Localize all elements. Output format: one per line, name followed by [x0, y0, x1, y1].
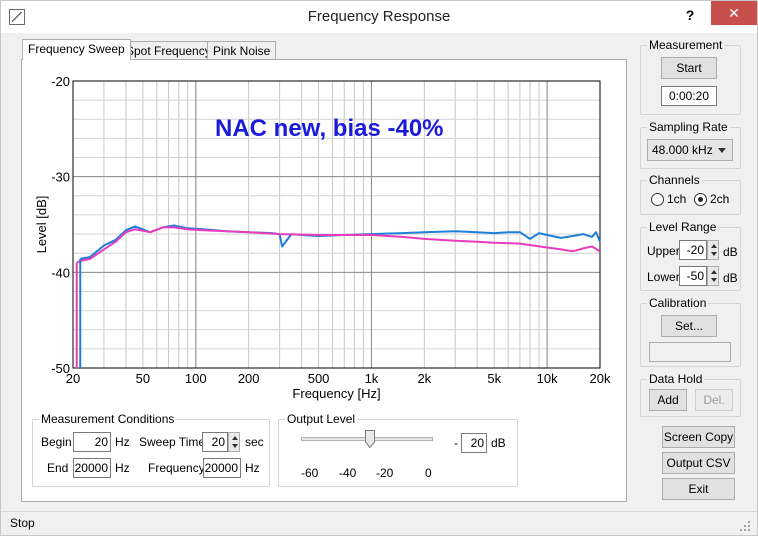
- elapsed-time-display: 0:00:20: [661, 86, 717, 106]
- x-tick-label: 200: [238, 371, 260, 386]
- plot-frame: [72, 80, 601, 369]
- y-tick-label: -20: [51, 74, 70, 89]
- frequency-response-chart: 20 50 100 200 500 1k 2k 5k 10k 20k -20 -30 -40 -50 Fre…: [34, 74, 611, 401]
- output-csv-button[interactable]: Output CSV: [662, 452, 735, 474]
- y-axis-label: Level [dB]: [34, 196, 49, 254]
- begin-label: Begin: [41, 435, 72, 449]
- lower-level-spinner[interactable]: [707, 266, 719, 286]
- output-level-minus-sign: -: [454, 436, 458, 450]
- level-range-group: Level Range Upper -20 dB Lower -50 dB: [640, 220, 741, 291]
- resize-grip-icon[interactable]: [739, 520, 751, 532]
- tab-spot-frequency[interactable]: Spot Frequency: [120, 41, 217, 60]
- sampling-rate-select[interactable]: 48.000 kHz: [647, 139, 733, 161]
- calibration-value-field: [649, 342, 731, 362]
- chevron-down-icon: [718, 148, 726, 153]
- chart-annotation: NAC new, bias -40%: [215, 115, 444, 142]
- scale-label-minus20: -20: [376, 466, 394, 480]
- channel-2ch-radio[interactable]: [694, 193, 707, 206]
- channels-group: Channels 1ch 2ch: [640, 173, 741, 215]
- frequency-field[interactable]: 20000: [203, 458, 241, 478]
- measurement-conditions-title: Measurement Conditions: [39, 412, 177, 426]
- window-title: Frequency Response: [307, 8, 451, 25]
- data-hold-group: Data Hold Add Del.: [640, 372, 741, 417]
- data-hold-delete-button[interactable]: Del.: [695, 389, 733, 411]
- x-tick-label: 2k: [417, 371, 431, 386]
- tab-frequency-sweep[interactable]: Frequency Sweep: [22, 39, 131, 60]
- measurement-conditions-group: Measurement Conditions Begin 20 Hz Sweep…: [32, 412, 270, 487]
- x-tick-label: 100: [185, 371, 207, 386]
- measurement-group: Measurement Start 0:00:20: [640, 38, 741, 115]
- y-tick-label: -30: [51, 170, 70, 185]
- x-tick-label: 500: [308, 371, 330, 386]
- x-tick-label: 5k: [487, 371, 501, 386]
- plot-background: [73, 81, 600, 368]
- upper-unit: dB: [723, 245, 738, 259]
- app-icon: [9, 9, 25, 25]
- x-axis-label: Frequency [Hz]: [292, 386, 380, 401]
- sweep-time-label: Sweep Time: [139, 435, 206, 449]
- x-tick-label: 20: [66, 371, 80, 386]
- status-text: Stop: [10, 516, 35, 530]
- output-level-title: Output Level: [285, 412, 358, 426]
- end-label: End: [47, 461, 69, 475]
- lower-level-field[interactable]: -50: [679, 266, 707, 286]
- end-field[interactable]: 20000: [73, 458, 111, 478]
- exit-button[interactable]: Exit: [662, 478, 735, 500]
- channel-1ch-radio[interactable]: [651, 193, 664, 206]
- sampling-rate-title: Sampling Rate: [647, 120, 730, 134]
- frequency-label: Frequency: [148, 461, 205, 475]
- y-tick-label: -40: [51, 265, 70, 280]
- chart-area: 20 50 100 200 500 1k 2k 5k 10k 20k -20 -30 -40 -50 Fre…: [25, 61, 615, 404]
- upper-level-field[interactable]: -20: [679, 240, 707, 260]
- data-hold-title: Data Hold: [647, 372, 705, 386]
- scale-label-minus60: -60: [301, 466, 319, 480]
- frequency-unit: Hz: [245, 461, 260, 475]
- x-tick-label: 20k: [590, 371, 611, 386]
- start-button[interactable]: Start: [661, 57, 717, 79]
- calibration-group: Calibration Set...: [640, 296, 741, 367]
- channels-title: Channels: [647, 173, 702, 187]
- x-tick-label: 10k: [537, 371, 558, 386]
- lower-label: Lower: [647, 270, 680, 284]
- begin-unit: Hz: [115, 435, 130, 449]
- measurement-title: Measurement: [647, 38, 725, 52]
- y-tick-label: -50: [51, 361, 70, 376]
- output-level-group: Output Level -60 -40 -20 0 - 20 dB: [278, 412, 518, 487]
- sampling-rate-value: 48.000 kHz: [652, 143, 713, 157]
- screen-copy-button[interactable]: Screen Copy: [662, 426, 735, 448]
- channel-2ch-label: 2ch: [710, 192, 730, 206]
- series-line-2: [76, 226, 601, 264]
- scale-label-0: 0: [425, 466, 432, 480]
- status-bar: Stop: [1, 511, 757, 535]
- lower-unit: dB: [723, 271, 738, 285]
- level-range-title: Level Range: [647, 220, 719, 234]
- x-tick-label: 1k: [365, 371, 379, 386]
- x-tick-label: 50: [136, 371, 150, 386]
- data-hold-add-button[interactable]: Add: [649, 389, 687, 411]
- calibration-set-button[interactable]: Set...: [661, 315, 717, 337]
- close-button[interactable]: ✕: [711, 1, 757, 25]
- output-level-field[interactable]: 20: [461, 433, 487, 453]
- end-unit: Hz: [115, 461, 130, 475]
- sweep-time-spinner[interactable]: [228, 432, 240, 452]
- sweep-time-unit: sec: [245, 435, 264, 449]
- sampling-rate-group: Sampling Rate 48.000 kHz: [640, 120, 741, 169]
- calibration-title: Calibration: [647, 296, 709, 310]
- channel-1ch-label: 1ch: [667, 192, 687, 206]
- output-level-unit: dB: [491, 436, 506, 450]
- tab-pink-noise[interactable]: Pink Noise: [207, 41, 277, 60]
- upper-level-spinner[interactable]: [707, 240, 719, 260]
- upper-label: Upper: [647, 244, 680, 258]
- output-level-slider-thumb[interactable]: [364, 430, 375, 448]
- title-bar: Frequency Response ? ✕: [1, 1, 757, 33]
- begin-field[interactable]: 20: [73, 432, 111, 452]
- scale-label-minus40: -40: [339, 466, 357, 480]
- help-button[interactable]: ?: [685, 7, 695, 23]
- sweep-time-field[interactable]: 20: [202, 432, 228, 452]
